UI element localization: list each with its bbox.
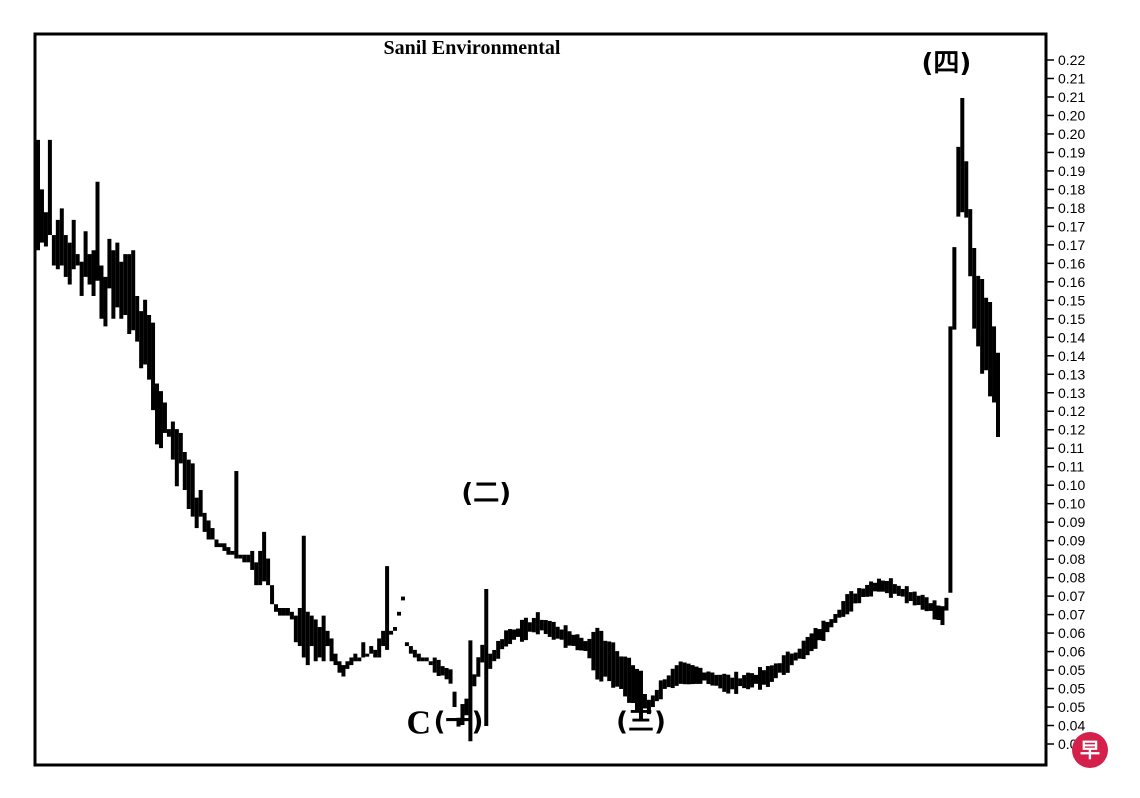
y-tick-label: 0.21 bbox=[1058, 70, 1085, 86]
y-tick-label: 0.22 bbox=[1058, 52, 1085, 68]
y-tick-label: 0.10 bbox=[1058, 477, 1085, 493]
y-tick-label: 0.16 bbox=[1058, 274, 1085, 290]
y-tick-label: 0.18 bbox=[1058, 181, 1085, 197]
y-tick-label: 0.17 bbox=[1058, 237, 1085, 253]
y-tick-label: 0.14 bbox=[1058, 329, 1085, 345]
y-tick-label: 0.09 bbox=[1058, 533, 1085, 549]
y-tick-label: 0.10 bbox=[1058, 496, 1085, 512]
y-tick-label: 0.04 bbox=[1058, 718, 1085, 734]
y-tick-label: 0.14 bbox=[1058, 348, 1085, 364]
y-axis-ticks: 0.22 0.21 0.21 0.20 0.20 0.19 0.19 0.18 0.18 0.17… bbox=[1046, 52, 1085, 752]
y-tick-label: 0.11 bbox=[1058, 459, 1084, 475]
chart-annotations: C (一) (二) (三) (四) bbox=[407, 48, 972, 741]
y-tick-label: 0.11 bbox=[1058, 440, 1084, 456]
y-tick-label: 0.08 bbox=[1058, 551, 1085, 567]
y-tick-label: 0.13 bbox=[1058, 366, 1085, 382]
y-tick-label: 0.05 bbox=[1058, 699, 1085, 715]
plot-frame bbox=[33, 32, 1048, 767]
annotation-label: (三) bbox=[616, 707, 666, 737]
y-tick-label: 0.20 bbox=[1058, 107, 1085, 123]
y-tick-label: 0.13 bbox=[1058, 385, 1085, 401]
y-tick-label: 0.19 bbox=[1058, 144, 1085, 160]
y-tick-label: 0.17 bbox=[1058, 218, 1085, 234]
y-tick-label: 0.15 bbox=[1058, 292, 1085, 308]
y-tick-label: 0.18 bbox=[1058, 200, 1085, 216]
y-tick-label: 0.06 bbox=[1058, 625, 1085, 641]
price-bars bbox=[36, 98, 1000, 742]
y-tick-label: 0.08 bbox=[1058, 570, 1085, 586]
chart-title: Sanil Environmental bbox=[384, 37, 561, 59]
y-tick-label: 0.16 bbox=[1058, 255, 1085, 271]
y-tick-label: 0.09 bbox=[1058, 514, 1085, 530]
logo-glyph: 早 bbox=[1080, 738, 1100, 762]
annotation-label: (一) bbox=[434, 707, 484, 737]
y-tick-label: 0.21 bbox=[1058, 89, 1085, 105]
y-tick-label: 0.12 bbox=[1058, 422, 1085, 438]
y-tick-label: 0.12 bbox=[1058, 403, 1085, 419]
annotation-label: (二) bbox=[461, 478, 511, 508]
annotation-label: C bbox=[407, 705, 432, 742]
y-tick-label: 0.07 bbox=[1058, 588, 1085, 604]
y-tick-label: 0.05 bbox=[1058, 681, 1085, 697]
y-tick-label: 0.15 bbox=[1058, 311, 1085, 327]
y-tick-label: 0.07 bbox=[1058, 607, 1085, 623]
y-tick-label: 0.19 bbox=[1058, 163, 1085, 179]
annotation-label: (四) bbox=[922, 48, 972, 78]
y-tick-label: 0.20 bbox=[1058, 126, 1085, 142]
publisher-logo: 早 bbox=[1072, 732, 1108, 768]
y-tick-label: 0.05 bbox=[1058, 662, 1085, 678]
y-tick-label: 0.06 bbox=[1058, 644, 1085, 660]
